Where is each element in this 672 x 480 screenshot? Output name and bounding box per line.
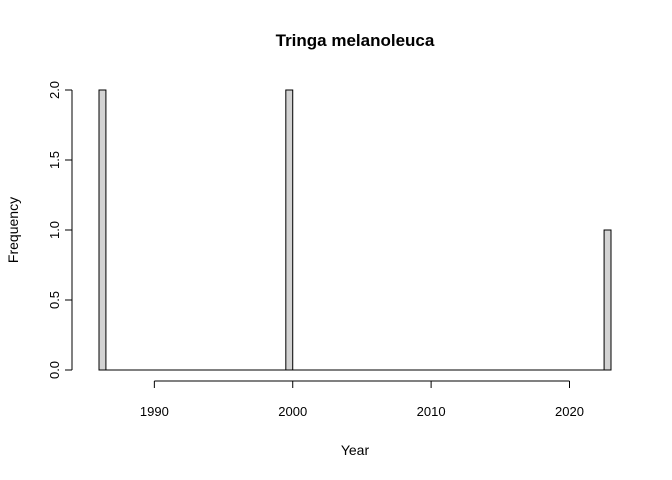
histogram-bar bbox=[603, 229, 612, 371]
y-tick-label: 0.0 bbox=[47, 361, 62, 379]
histogram-bar bbox=[98, 89, 107, 371]
x-tick-label: 2010 bbox=[417, 404, 446, 419]
y-tick-label: 1.5 bbox=[47, 151, 62, 169]
x-tick-label: 1990 bbox=[140, 404, 169, 419]
bars bbox=[98, 89, 612, 371]
y-tick-label: 1.0 bbox=[47, 221, 62, 239]
x-tick-label: 2020 bbox=[555, 404, 584, 419]
x-tick-label: 2000 bbox=[278, 404, 307, 419]
histogram-bar bbox=[285, 89, 294, 371]
chart-title: Tringa melanoleuca bbox=[276, 31, 435, 50]
y-tick-label: 2.0 bbox=[47, 81, 62, 99]
y-tick-label: 0.5 bbox=[47, 291, 62, 309]
y-axis: 0.0 0.5 1.0 1.5 2.0 bbox=[47, 81, 73, 379]
y-axis-label: Frequency bbox=[5, 197, 21, 263]
x-axis-label: Year bbox=[341, 442, 370, 458]
x-axis: 1990 2000 2010 2020 bbox=[140, 380, 584, 419]
